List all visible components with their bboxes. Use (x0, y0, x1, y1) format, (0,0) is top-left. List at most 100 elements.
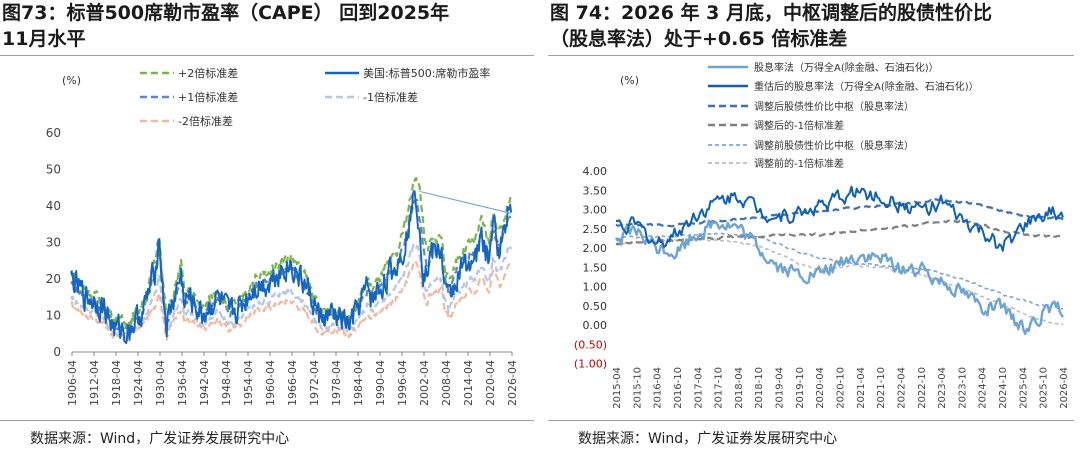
right-x-tick: 2026-04 (1059, 367, 1070, 409)
stock-bond-chart: (%) 4.00 3.50 3.00 2.50 2.00 1.50 1.00 0.50 0.00 (… (574, 61, 1070, 409)
left-y-tick: 10 (46, 309, 61, 323)
left-x-tick: 1960-04 (264, 360, 277, 406)
left-title-line2: 11月水平 (2, 28, 86, 50)
left-x-tick: 2026-04 (506, 360, 519, 406)
right-source-divider (548, 420, 1074, 421)
right-y-tick: 3.00 (583, 204, 608, 217)
right-y-tick: 0.00 (583, 319, 608, 332)
legend-minus1: -1倍标准差 (325, 90, 418, 104)
right-x-tick: 2022-10 (917, 367, 928, 409)
left-x-tick: 1906-04 (66, 360, 79, 406)
right-x-tick: 2017-10 (714, 367, 725, 409)
legend-adj-minus1: 调整后的-1倍标准差 (708, 119, 844, 132)
right-y-tick: 4.00 (583, 165, 608, 178)
right-x-tick: 2018-04 (734, 367, 745, 409)
left-x-tick: 1954-04 (242, 360, 255, 406)
left-x-tick: 1990-04 (374, 360, 387, 406)
right-x-tick: 2025-04 (1018, 367, 1029, 409)
legend-pre-mid: 调整前股债性价比中枢（股息率法） (708, 139, 914, 152)
left-x-tick: 2014-04 (462, 360, 475, 406)
right-x-tick: 2020-04 (815, 367, 826, 409)
right-title-line1: 图 74：2026 年 3 月底，中枢调整后的股债性价比 (550, 2, 993, 24)
left-y-tick: 20 (46, 272, 61, 286)
legend-cape-label: 美国:标普500:席勒市盈率 (363, 66, 490, 80)
series-cape (70, 190, 513, 345)
series-adj-mid (615, 198, 1064, 228)
left-x-tick: 1972-04 (308, 360, 321, 406)
left-x-tick: 1936-04 (176, 360, 189, 406)
right-title-divider (548, 55, 1074, 56)
series-pre-minus1 (615, 238, 1063, 326)
right-y-tick: 0.50 (583, 300, 608, 313)
legend-plus2-label: +2倍标准差 (178, 66, 238, 80)
right-x-tick: 2019-10 (795, 367, 806, 409)
legend-minus2: -2倍标准差 (140, 114, 233, 128)
left-panel: 图73：标普500席勒市盈率（CAPE） 回到2025年 11月水平 (%) 0 1… (0, 0, 534, 447)
right-x-tick: 2025-10 (1039, 367, 1050, 409)
left-y-tick: 60 (46, 126, 61, 140)
series-minus2 (70, 259, 513, 341)
left-source-divider (0, 420, 534, 421)
legend-minus1-label: -1倍标准差 (363, 90, 418, 104)
legend-cape: 美国:标普500:席勒市盈率 (325, 66, 490, 80)
right-chart-title: 图 74：2026 年 3 月底，中枢调整后的股债性价比 （股息率法）处于+0.… (550, 0, 992, 52)
legend-adj-mid-label: 调整后股债性价比中枢（股息率法） (754, 100, 914, 113)
left-x-tick: 2002-04 (418, 360, 431, 406)
left-title-divider (0, 55, 534, 56)
legend-dividend-revalued: 重估后的股息率法（万得全A(除金融、石油石化)） (708, 80, 979, 93)
right-x-tick: 2016-04 (653, 367, 664, 409)
legend-pre-minus1: 调整前的-1倍标准差 (708, 157, 844, 170)
left-x-tick: 1978-04 (330, 360, 343, 406)
left-title-line1: 图73：标普500席勒市盈率（CAPE） 回到2025年 (2, 2, 450, 24)
right-y-unit: (%) (620, 74, 639, 87)
right-y-tick: 3.50 (583, 184, 608, 197)
legend-dividend-raw: 股息率法（万得全A(除金融、石油石化)） (708, 61, 939, 74)
left-source-note: 数据来源：Wind，广发证券发展研究中心 (30, 431, 290, 447)
right-x-tick: 2023-04 (937, 367, 948, 409)
legend-pre-minus1-label: 调整前的-1倍标准差 (754, 157, 844, 170)
left-x-tick: 1948-04 (220, 360, 233, 406)
right-title-line2: （股息率法）处于+0.65 倍标准差 (550, 28, 848, 50)
right-x-tick: 2016-10 (673, 367, 684, 409)
right-y-tick: (1.00) (574, 358, 607, 371)
left-x-tick: 1942-04 (198, 360, 211, 406)
right-x-tick: 2017-04 (693, 367, 704, 409)
legend-plus1-label: +1倍标准差 (178, 90, 238, 104)
left-y-unit: (%) (62, 74, 81, 87)
legend-plus1: +1倍标准差 (140, 90, 238, 104)
legend-dividend-revalued-label: 重估后的股息率法（万得全A(除金融、石油石化)） (754, 80, 979, 93)
left-y-tick: 0 (53, 345, 61, 359)
legend-pre-mid-label: 调整前股债性价比中枢（股息率法） (754, 139, 914, 152)
left-x-tick: 1930-04 (154, 360, 167, 406)
left-x-tick: 2020-04 (484, 360, 497, 406)
left-x-tick: 2008-04 (440, 360, 453, 406)
right-x-tick: 2023-10 (957, 367, 968, 409)
left-y-tick: 50 (46, 163, 61, 177)
right-x-tick: 2018-10 (754, 367, 765, 409)
left-chart-title: 图73：标普500席勒市盈率（CAPE） 回到2025年 11月水平 (2, 0, 449, 52)
left-x-tick: 1984-04 (352, 360, 365, 406)
right-y-tick: 2.00 (583, 242, 608, 255)
right-panel: 图 74：2026 年 3 月底，中枢调整后的股债性价比 （股息率法）处于+0.… (548, 0, 1080, 453)
right-y-tick: 2.50 (583, 223, 608, 236)
right-x-tick: 2021-10 (876, 367, 887, 409)
left-x-tick: 1996-04 (396, 360, 409, 406)
left-x-tick: 1912-04 (88, 360, 101, 406)
right-y-tick: (0.50) (574, 338, 607, 351)
left-x-tick: 1924-04 (132, 360, 145, 406)
series-minus1 (70, 243, 513, 338)
legend-dividend-raw-label: 股息率法（万得全A(除金融、石油石化)） (754, 61, 939, 74)
right-x-tick: 2024-10 (998, 367, 1009, 409)
right-x-tick: 2021-04 (856, 367, 867, 409)
right-source-note: 数据来源：Wind，广发证券发展研究中心 (578, 431, 838, 447)
left-y-tick: 30 (46, 236, 61, 250)
left-y-tick: 40 (46, 199, 61, 213)
cape-trend-line (419, 190, 512, 214)
right-x-tick: 2020-10 (836, 367, 847, 409)
right-y-tick: 1.00 (583, 281, 608, 294)
right-x-tick: 2019-04 (775, 367, 786, 409)
left-x-tick: 1918-04 (110, 360, 123, 406)
legend-minus2-label: -2倍标准差 (178, 114, 233, 128)
legend-adj-minus1-label: 调整后的-1倍标准差 (754, 119, 844, 132)
right-x-tick: 2022-04 (896, 367, 907, 409)
